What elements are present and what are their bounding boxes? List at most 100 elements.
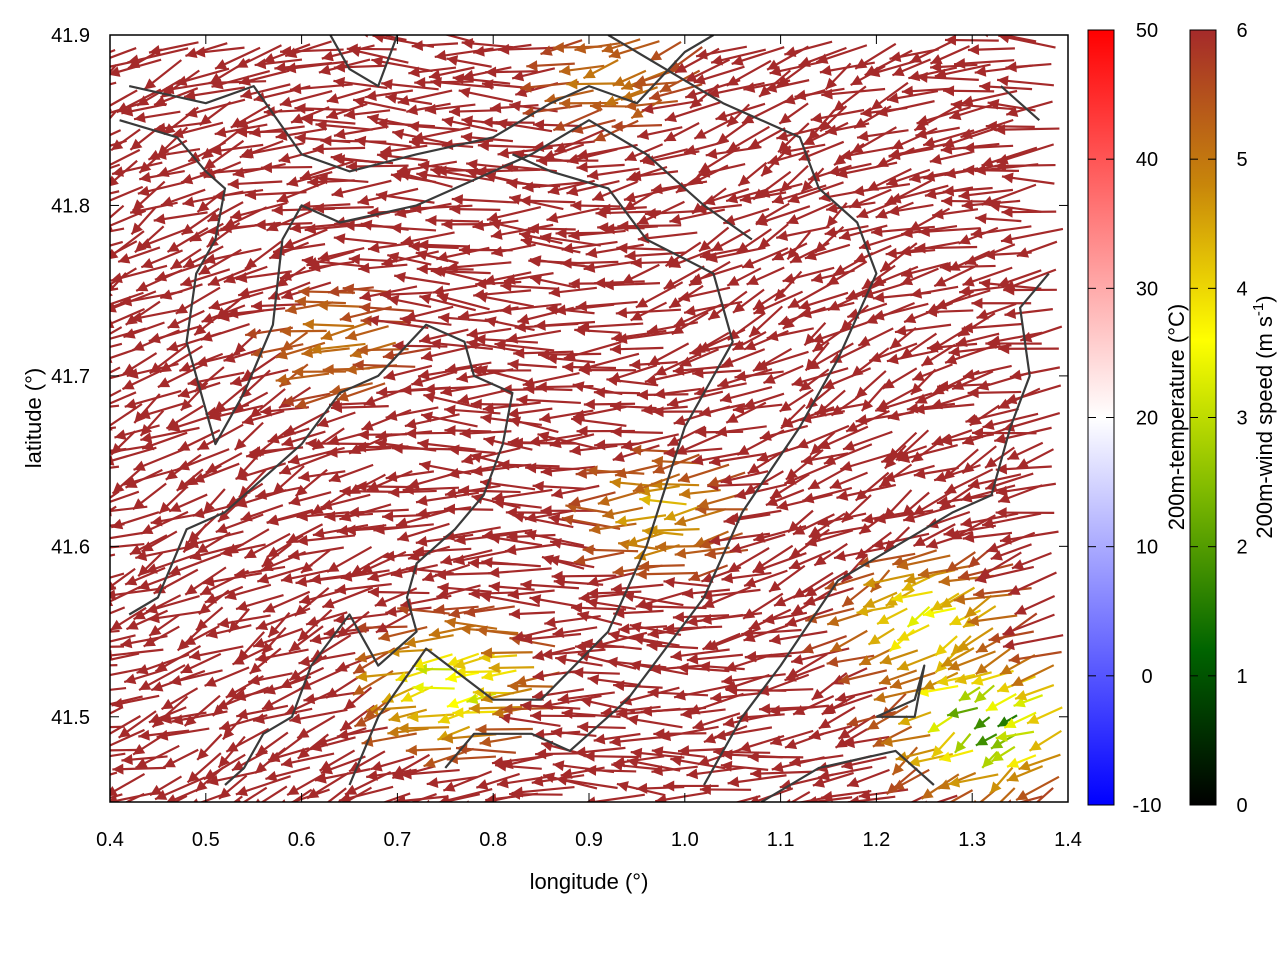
wind-arrow-head — [367, 242, 380, 254]
wind-arrow-head — [761, 164, 773, 177]
wind-arrow-head — [111, 139, 124, 151]
wind-arrow-shaft — [110, 706, 123, 715]
wind-arrow-head — [715, 426, 728, 438]
wind-arrow — [320, 321, 369, 341]
wind-arrow-head — [271, 806, 283, 817]
wind-arrow — [110, 645, 125, 648]
wind-arrow-head — [943, 85, 955, 97]
wind-arrow-head — [629, 359, 641, 371]
wind-arrow-head — [698, 661, 711, 673]
wind-arrow — [1006, 754, 1037, 768]
wind-arrow-head — [1009, 369, 1022, 381]
wind-arrow — [696, 493, 741, 509]
wind-arrow — [507, 407, 553, 419]
wind-arrow — [817, 765, 873, 781]
wind-arrow — [110, 490, 120, 500]
wind-arrow — [635, 568, 698, 580]
wind-arrow-head — [736, 241, 749, 253]
wind-arrow-head — [806, 796, 817, 802]
wind-arrow — [522, 371, 580, 389]
wind-arrow-head — [551, 487, 564, 499]
wind-arrow-head — [91, 199, 103, 209]
wind-arrow-head — [226, 307, 239, 319]
wind-arrow-head — [790, 252, 803, 263]
wind-arrow-head — [772, 803, 784, 813]
wind-arrow — [110, 389, 122, 398]
wind-arrow-head — [784, 474, 797, 485]
wind-arrow — [875, 100, 935, 117]
wind-arrow — [769, 729, 814, 746]
wind-arrow — [214, 123, 268, 138]
wind-arrow — [896, 624, 930, 642]
wind-arrow — [140, 249, 183, 269]
wind-arrow-head — [561, 242, 574, 254]
wind-arrow — [110, 163, 121, 170]
wind-arrow — [262, 590, 311, 614]
wind-arrow-head — [182, 196, 195, 208]
wind-arrow-head — [412, 131, 424, 143]
wind-arrow-head — [380, 145, 392, 157]
wind-arrow-shaft — [110, 715, 141, 735]
wind-arrow-head — [238, 287, 251, 299]
wind-arrow — [812, 771, 854, 788]
wind-arrow-head — [397, 94, 410, 106]
wind-arrow — [946, 706, 979, 719]
wind-arrow-head — [145, 603, 159, 614]
wind-arrow-head — [541, 740, 554, 752]
wind-arrow-head — [804, 586, 818, 597]
wind-arrow-head — [851, 142, 864, 154]
wind-arrow — [229, 201, 288, 221]
wind-arrow-head — [629, 660, 642, 671]
wind-arrow-head — [834, 550, 846, 562]
wind-arrow — [930, 391, 978, 410]
wind-arrow — [532, 119, 579, 131]
wind-arrow-head — [621, 439, 634, 451]
wind-arrow-head — [452, 73, 465, 85]
wind-arrow-head — [74, 687, 86, 698]
wind-arrow-head — [157, 166, 170, 177]
wind-arrow-shaft — [110, 129, 122, 137]
wind-arrow-head — [491, 246, 504, 257]
wind-arrow — [792, 571, 834, 599]
wind-arrow-head — [181, 223, 194, 235]
wind-arrow — [981, 183, 1037, 207]
wind-arrow-head — [915, 128, 928, 140]
wind-arrow-head — [260, 405, 272, 417]
wind-arrow — [577, 721, 626, 733]
wind-arrow — [575, 300, 638, 312]
wind-arrow — [757, 223, 789, 250]
wind-arrow-head — [139, 238, 152, 249]
wind-arrow-head — [610, 400, 622, 412]
wind-arrow — [722, 207, 770, 226]
wind-arrow-head — [458, 87, 471, 99]
wind-arrow-head — [831, 404, 844, 416]
wind-arrow-head — [357, 803, 369, 813]
wind-arrow — [422, 563, 471, 582]
wind-arrow — [950, 99, 1014, 111]
wind-arrow — [124, 389, 182, 410]
wind-arrow-head — [811, 272, 824, 284]
wind-arrow-head — [886, 353, 899, 365]
wind-arrow-head — [994, 433, 1007, 444]
wind-arrow-head — [618, 623, 630, 635]
wind-arrow — [333, 612, 389, 625]
wind-arrow — [244, 240, 283, 270]
wind-arrow-head — [875, 402, 888, 413]
wind-arrow — [520, 579, 580, 591]
wind-arrow — [947, 773, 999, 788]
wind-arrow — [275, 127, 328, 141]
wind-arrow — [382, 347, 432, 361]
wind-arrow-head — [811, 688, 824, 700]
wind-arrow-head — [138, 564, 150, 577]
wind-arrow-head — [524, 511, 537, 523]
wind-arrow-head — [123, 476, 136, 488]
wind-arrow-head — [183, 634, 197, 646]
wind-arrow-shaft — [935, 794, 958, 802]
wind-arrow-head — [744, 340, 757, 351]
wind-arrow — [110, 586, 166, 601]
wind-arrow — [466, 338, 523, 353]
wind-arrow-head — [778, 315, 791, 326]
wind-arrow-head — [901, 580, 915, 591]
wind-arrow-head — [491, 491, 504, 503]
wind-arrow-shaft — [110, 389, 122, 398]
